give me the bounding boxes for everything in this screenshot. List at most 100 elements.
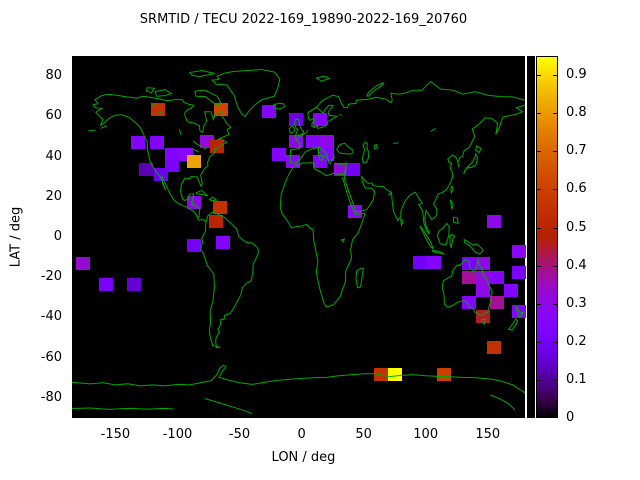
coastline-path (344, 105, 525, 234)
y-tick-label: -20 (40, 269, 62, 285)
heatmap-cell (98, 277, 113, 291)
heatmap-cell (165, 158, 180, 172)
heatmap-cell (75, 257, 90, 271)
heatmap-cell (511, 265, 526, 279)
colorbar-tick-mark (536, 265, 541, 267)
coastline-path (101, 126, 107, 129)
coastline-path (356, 268, 363, 288)
y-tick-label: -80 (40, 389, 62, 405)
colorbar-tick-mark (536, 227, 541, 229)
coastline-path (158, 112, 164, 114)
heatmap-cell (387, 368, 402, 382)
heatmap-cell (346, 162, 360, 176)
coastline-path (204, 148, 207, 149)
coastline-path (72, 365, 525, 393)
colorbar-tick-mark (536, 113, 541, 115)
coastline-path (280, 166, 365, 307)
heatmap-cell (165, 148, 180, 162)
heatmap-cell (475, 270, 490, 284)
coastline-path (451, 200, 453, 209)
colorbar-tick-mark (553, 303, 558, 305)
coastline-path (201, 212, 259, 347)
colorbar-tick-mark (553, 265, 558, 267)
coastline-path (432, 251, 443, 254)
y-tick-label: 20 (45, 188, 62, 204)
colorbar-tick-mark (553, 341, 558, 343)
coastline-path (155, 90, 171, 97)
coastline-path (294, 119, 303, 136)
y-tick-label: 40 (45, 148, 62, 164)
colorbar-tick-mark (536, 417, 541, 418)
heatmap-cell (153, 167, 168, 181)
heatmap-cell (486, 340, 501, 354)
y-tick-label: -40 (40, 309, 62, 325)
x-tick-label: 150 (475, 427, 501, 442)
colorbar-tick-mark (553, 151, 558, 153)
coastline-path (212, 69, 280, 116)
coastline-path (464, 240, 483, 254)
coastline-path (374, 144, 377, 148)
coastline-path (490, 395, 515, 410)
heatmap-cell (461, 257, 476, 271)
coastline-path (93, 94, 231, 218)
colorbar-tick-mark (536, 75, 541, 77)
coastline-path (516, 306, 523, 316)
colorbar-tick-label: 0.4 (566, 257, 587, 273)
colorbar-tick-mark (536, 341, 541, 343)
coastline-path (146, 88, 154, 93)
colorbar-tick-mark (536, 303, 541, 305)
heatmap-cell (486, 215, 501, 229)
heatmap-cell (187, 238, 202, 252)
heatmap-cell (436, 368, 451, 382)
heatmap-cell (412, 256, 427, 270)
coastline-path (476, 146, 482, 153)
coastline-path (205, 398, 252, 413)
coastline-path (308, 105, 337, 128)
colorbar-tick-mark (553, 113, 558, 115)
coastline-path (316, 76, 329, 81)
right-edge-strip (527, 56, 535, 418)
heatmap-cell (461, 270, 476, 284)
heatmap-cell (272, 148, 287, 162)
colorbar-tick-mark (553, 379, 558, 381)
colorbar-tick-label: 0.3 (566, 295, 587, 311)
heatmap-cell (511, 244, 526, 258)
x-tick-label: 0 (297, 427, 306, 442)
colorbar-tick-mark (536, 151, 541, 153)
heatmap-cell (262, 105, 277, 119)
heatmap-cell (130, 135, 145, 149)
heatmap-cell (187, 195, 202, 209)
y-tick-label: 80 (45, 68, 62, 84)
y-tick-label: -60 (40, 349, 62, 365)
coastline-path (337, 143, 353, 154)
coastline-path (442, 259, 492, 316)
coastline-path (450, 235, 455, 248)
heatmap-cell (426, 256, 441, 270)
coastline-path (341, 239, 344, 242)
x-tick-label: 50 (355, 427, 372, 442)
coastline-path (453, 217, 458, 223)
heatmap-cell (210, 140, 225, 154)
heatmap-cell (209, 215, 223, 229)
coastline-path (88, 130, 95, 131)
heatmap-cell (187, 155, 202, 169)
colorbar (536, 56, 558, 418)
coastline-path (339, 114, 341, 115)
heatmap-cell (313, 155, 328, 169)
x-tick-label: -150 (100, 427, 131, 442)
x-axis-label: LON / deg (271, 450, 336, 465)
coastline-path (420, 226, 433, 249)
plot-title: SRMTID / TECU 2022-169_19890-2022-169_20… (139, 12, 468, 27)
colorbar-tick-mark (553, 417, 558, 418)
coastline-path (179, 129, 181, 134)
x-tick-label: -50 (228, 427, 251, 442)
heatmap-cells-layer (72, 56, 526, 418)
coastline-path (274, 103, 285, 109)
coastline-path (509, 319, 518, 330)
heatmap-cell (212, 201, 227, 215)
coastline-path (192, 149, 199, 152)
y-tick-label: 0 (53, 229, 62, 244)
heatmap-cell (475, 283, 490, 297)
coastline-path (96, 112, 206, 221)
colorbar-tick-mark (536, 189, 541, 191)
